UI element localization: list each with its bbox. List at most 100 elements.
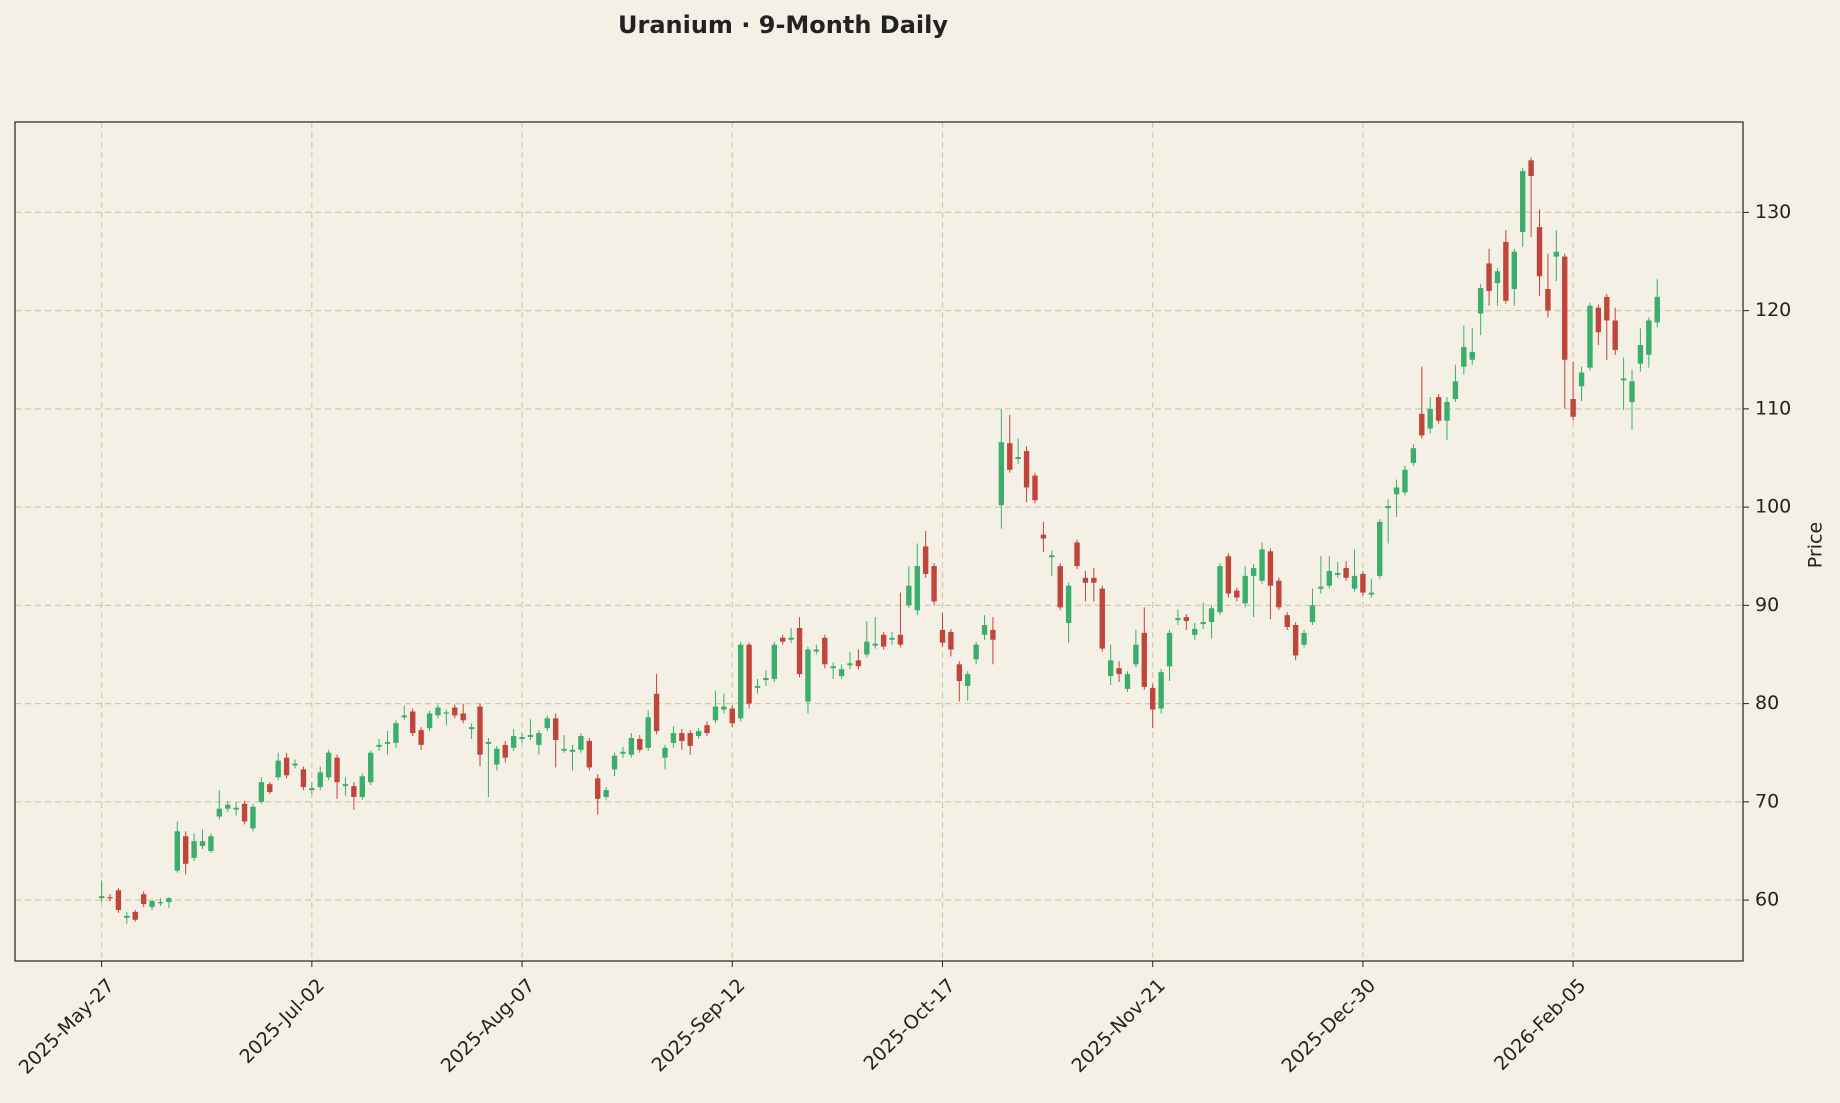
candle-body (838, 669, 845, 677)
candle-body (157, 902, 164, 904)
candle-body (931, 566, 937, 602)
y-tick-label: 70 (1755, 790, 1779, 812)
candle-body (1637, 345, 1644, 364)
candle-body (1469, 351, 1475, 360)
candle-body (367, 752, 374, 783)
candle-body (1335, 572, 1341, 575)
candle-body (1562, 256, 1568, 360)
candle-body (679, 733, 685, 741)
candle-body (107, 897, 113, 899)
candle-body (1435, 397, 1442, 421)
candle-body (452, 707, 458, 716)
candle-body (830, 666, 836, 669)
candle-body (426, 713, 433, 729)
candle-body (115, 890, 122, 910)
candle-body (1267, 551, 1274, 586)
candle-body (1326, 570, 1332, 586)
candle-body (897, 634, 904, 645)
candle-body (132, 911, 138, 920)
candle-body (569, 749, 576, 752)
candle-body (1082, 577, 1089, 583)
candle-body (1040, 534, 1047, 539)
candle-body (1242, 575, 1248, 604)
candle-body (906, 585, 912, 606)
candle-body (1654, 296, 1660, 323)
candle-body (603, 790, 609, 797)
candle-body (208, 836, 214, 851)
candle-body (494, 748, 500, 765)
candle-body (796, 627, 803, 675)
x-tick-label: 2025-May-27 (15, 975, 119, 1079)
candle-body (401, 715, 408, 718)
x-tick-label: 2025-Sep-12 (648, 975, 750, 1077)
candle-body (1166, 632, 1173, 667)
candle-body (561, 748, 567, 751)
y-tick-label: 100 (1755, 496, 1791, 518)
candle-body (225, 804, 231, 809)
candle-body (359, 776, 365, 797)
candle-body (1124, 674, 1131, 689)
candle-body (1570, 399, 1576, 417)
candle-body (780, 637, 786, 642)
candle-body (149, 901, 155, 907)
candle-body (586, 740, 593, 768)
candle-body (1393, 487, 1400, 495)
candle-body (1351, 575, 1358, 589)
candle-body (309, 788, 315, 791)
candle-body (1646, 320, 1652, 355)
candle-body (914, 566, 920, 611)
candle-body (1578, 372, 1585, 387)
candle-body (410, 711, 416, 734)
candle-body (981, 625, 988, 635)
candle-body (1099, 588, 1105, 649)
y-tick-label: 110 (1755, 397, 1791, 419)
candle-body (1007, 443, 1013, 470)
candle-body (1519, 171, 1526, 233)
plot-frame (14, 121, 1744, 962)
candle-body (1604, 296, 1610, 321)
candle-body (1444, 401, 1450, 421)
candle-body (1427, 408, 1433, 429)
candle-body (1343, 568, 1349, 578)
candle-body (939, 629, 946, 643)
candle-body (998, 442, 1005, 506)
y-tick-label: 60 (1755, 889, 1779, 911)
candle-body (267, 784, 273, 793)
candle-body (1629, 381, 1635, 402)
candle-body (1141, 632, 1147, 687)
candle-body (325, 752, 332, 778)
candle-body (763, 678, 769, 681)
candle-body (1276, 580, 1282, 608)
candle-body (174, 831, 180, 871)
candle-body (317, 772, 323, 788)
candle-body (1234, 590, 1240, 598)
x-tick-label: 2026-Feb-05 (1490, 975, 1590, 1075)
candle-body (721, 706, 727, 710)
candle-body (737, 644, 744, 719)
x-tick-label: 2025-Nov-21 (1067, 975, 1169, 1077)
candle-body (1200, 622, 1206, 625)
candle-body (653, 693, 660, 732)
candle-body (275, 760, 281, 778)
candle-body (1217, 566, 1223, 613)
candle-body (1150, 687, 1156, 710)
candle-body (1133, 644, 1139, 665)
candle-body (628, 737, 635, 755)
candle-body (1494, 271, 1501, 284)
candle-body (233, 807, 239, 810)
candle-body (334, 757, 340, 783)
candle-body (98, 896, 105, 899)
candle-body (1419, 413, 1425, 436)
candle-body (704, 725, 710, 734)
candle-body (376, 744, 382, 747)
candle-body (805, 649, 811, 702)
candle-body (527, 735, 534, 738)
x-tick-label: 2025-Dec-30 (1278, 975, 1381, 1078)
candle-body (1225, 556, 1232, 594)
candle-body (662, 747, 668, 758)
candle-body (1015, 457, 1021, 459)
candle-body (460, 713, 466, 721)
candle-body (1158, 672, 1164, 709)
candle-body (1318, 586, 1324, 589)
